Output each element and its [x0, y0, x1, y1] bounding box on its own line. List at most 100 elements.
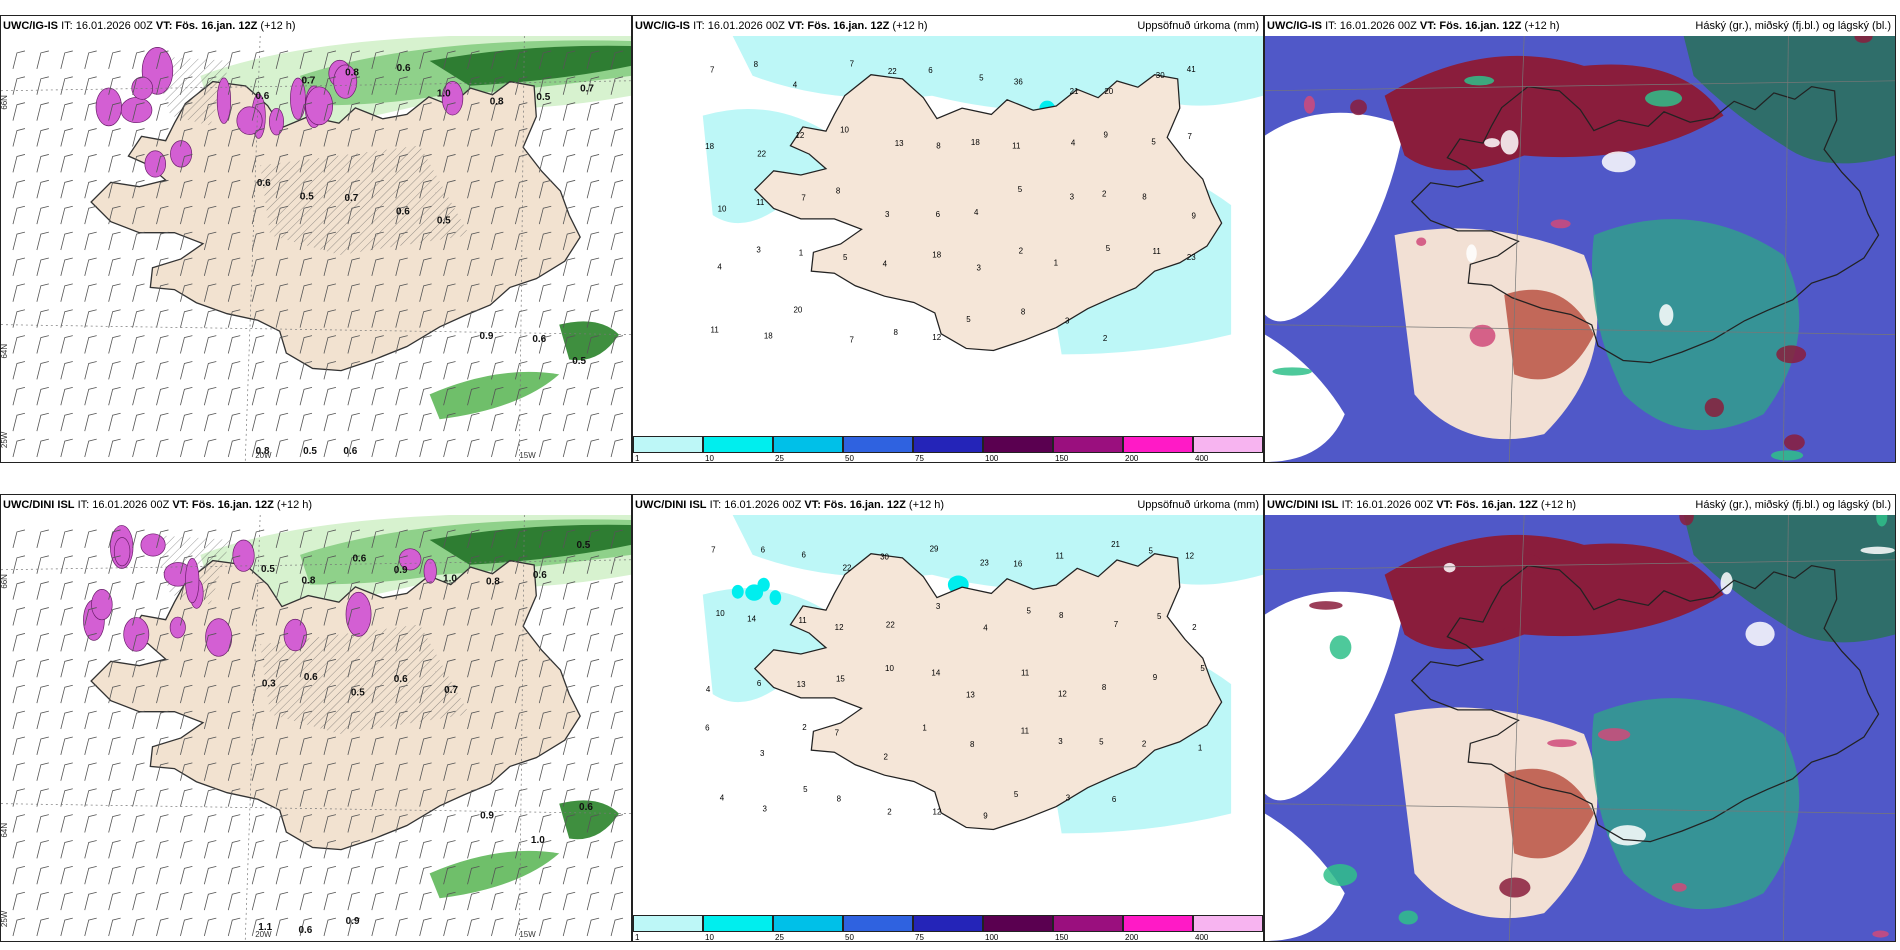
colorbar-tick-label: 200: [1125, 454, 1139, 463]
grid-label-64n: 64N: [1, 823, 9, 838]
precip-value-label: 0.5: [303, 446, 317, 457]
colorbar-swatch: [983, 436, 1053, 453]
precip-amount-label: 7: [849, 335, 854, 344]
precip-amount-label: 13: [895, 139, 904, 148]
precip-amount-label: 1: [922, 724, 927, 733]
precip-amount-label: 2: [1142, 740, 1147, 749]
clear-sky-area: [1265, 334, 1345, 462]
colorbar-swatch: [843, 915, 913, 932]
panel-precip-top: UWC/IG-IS IT: 16.01.2026 00Z VT: Fös. 16…: [632, 15, 1264, 463]
precip-amount-label: 8: [1102, 683, 1107, 692]
panel-title: UWC/DINI ISL IT: 16.01.2026 00Z VT: Fös.…: [1265, 495, 1895, 515]
precip-amount-label: 2: [1102, 190, 1107, 199]
panel-precip-bottom: UWC/DINI ISL IT: 16.01.2026 00Z VT: Fös.…: [632, 494, 1264, 942]
init-time: IT: 16.01.2026 00Z: [709, 499, 802, 511]
cloud-fleck: [1500, 130, 1519, 155]
colorbar-swatch: [773, 436, 843, 453]
colorbar-tick-label: 1: [635, 933, 640, 942]
cloud-fleck: [1601, 151, 1636, 173]
precip-value-label: 0.5: [300, 192, 314, 203]
lead-time: (+12 h): [276, 499, 313, 511]
wind-barbs: [12, 50, 624, 458]
colorbar-swatch: [633, 915, 703, 932]
precip-amount-label: 8: [893, 328, 898, 337]
precip-amount-label: 14: [931, 668, 940, 677]
snow-patch: [305, 86, 334, 126]
cloud-fleck: [1704, 397, 1724, 418]
field-title: Uppsöfnuð úrkoma (mm): [1137, 499, 1259, 511]
precip-amount-label: 3: [976, 264, 981, 273]
precip-value-label: 0.5: [572, 356, 586, 367]
snow-patch: [283, 618, 307, 652]
precip-amount-label: 9: [983, 811, 988, 820]
precip-amount-label: 4: [720, 794, 725, 803]
precip-value-label: 0.6: [532, 334, 546, 345]
precip-value-label: 0.6: [394, 674, 408, 685]
cloud-fleck: [1272, 367, 1312, 376]
cloud-fleck: [1443, 562, 1456, 573]
precip-amount-label: 2: [802, 723, 807, 732]
wind-map: 0.6 0.7 0.8 0.6 1.0 0.8 0.5 0.7 0.6 0.5 0.7 0.6 0.5 0…: [1, 36, 631, 462]
lead-time: (+12 h): [260, 20, 296, 32]
cloud-fleck: [1671, 882, 1687, 892]
grid-label-15w: 15W: [519, 451, 536, 460]
precip-value-label: 0.8: [345, 67, 359, 78]
iceland-land: [753, 74, 1223, 352]
valid-time: VT: Fös. 16.jan. 12Z: [172, 499, 274, 511]
panel-title: UWC/DINI ISL IT: 16.01.2026 00Z VT: Fös.…: [633, 495, 1263, 515]
grid-label-15w: 15W: [519, 930, 536, 939]
precip-value-label: 0.6: [533, 570, 547, 581]
model-name: UWC/DINI ISL: [3, 499, 75, 511]
precip-value-label: 0.9: [394, 565, 408, 576]
valid-time: VT: Fös. 16.jan. 12Z: [1436, 499, 1538, 511]
precip-amount-label: 20: [1104, 87, 1113, 96]
low-cloud-area: [1683, 515, 1895, 643]
precip-value-label: 1.0: [531, 835, 545, 846]
cloud-fleck: [1329, 635, 1352, 660]
cloud-fleck: [1515, 554, 1543, 574]
cloud-fleck: [1597, 728, 1631, 742]
cloud-fleck: [1502, 627, 1530, 634]
precip-amount-label: 5: [1027, 606, 1032, 615]
precip-amount-label: 3: [762, 804, 767, 813]
colorbar-swatch: [1053, 915, 1123, 932]
lead-time: (+12 h): [892, 20, 928, 32]
precip-amount-label: 10: [716, 609, 725, 618]
cloud-map: [1265, 515, 1895, 941]
graticule: [1, 515, 631, 941]
panel-wind-top: UWC/IG-IS IT: 16.01.2026 00Z VT: Fös. 16…: [0, 15, 632, 463]
precip-amount-label: 22: [843, 564, 852, 573]
colorbar-tick-label: 50: [845, 454, 854, 463]
cloud-fleck: [1550, 219, 1571, 229]
precip-amount-label: 2: [884, 753, 889, 762]
snow-patch: [185, 558, 200, 604]
init-time: IT: 16.01.2026 00Z: [77, 499, 170, 511]
precip-value-labels: 0.5 0.8 0.6 0.9 1.0 0.8 0.6 0.5 0.3 0.6 0.5 0.6 0.7 0…: [258, 540, 593, 936]
colorbar-tick-label: 10: [705, 933, 714, 942]
snow-patch: [269, 107, 284, 136]
low-cloud-area: [1591, 219, 1800, 431]
lead-time: (+12 h): [1524, 20, 1560, 32]
colorbar-swatch: [913, 915, 983, 932]
precip-value-label: 0.6: [257, 178, 271, 189]
precip-amount-label: 1: [799, 249, 804, 258]
precip-10-25-area: [757, 577, 770, 592]
precip-amount-label: 9: [1104, 131, 1109, 140]
precip-value-label: 0.7: [444, 685, 458, 696]
precip-amount-label: 1: [1054, 258, 1059, 267]
precip-amount-label: 10: [885, 664, 894, 673]
graticule: [1, 36, 631, 462]
low-cloud-area: [1591, 698, 1800, 910]
cloud-fleck: [1609, 825, 1646, 846]
cloud-fleck: [1469, 324, 1496, 347]
precip-amount-label: 8: [970, 740, 975, 749]
cloud-fleck: [1464, 75, 1495, 86]
precip-amount-label: 5: [1157, 612, 1162, 621]
precip-amount-label: 6: [757, 679, 762, 688]
grid-label-20w: 20W: [255, 451, 272, 460]
grid-labels: 66N 64N 25W 20W 15W: [1, 574, 536, 939]
precip-amount-label: 3: [885, 210, 890, 219]
precip-amount-label: 8: [836, 186, 841, 195]
precip-amount-label: 7: [835, 728, 840, 737]
precip-amount-label: 7: [1187, 132, 1192, 141]
